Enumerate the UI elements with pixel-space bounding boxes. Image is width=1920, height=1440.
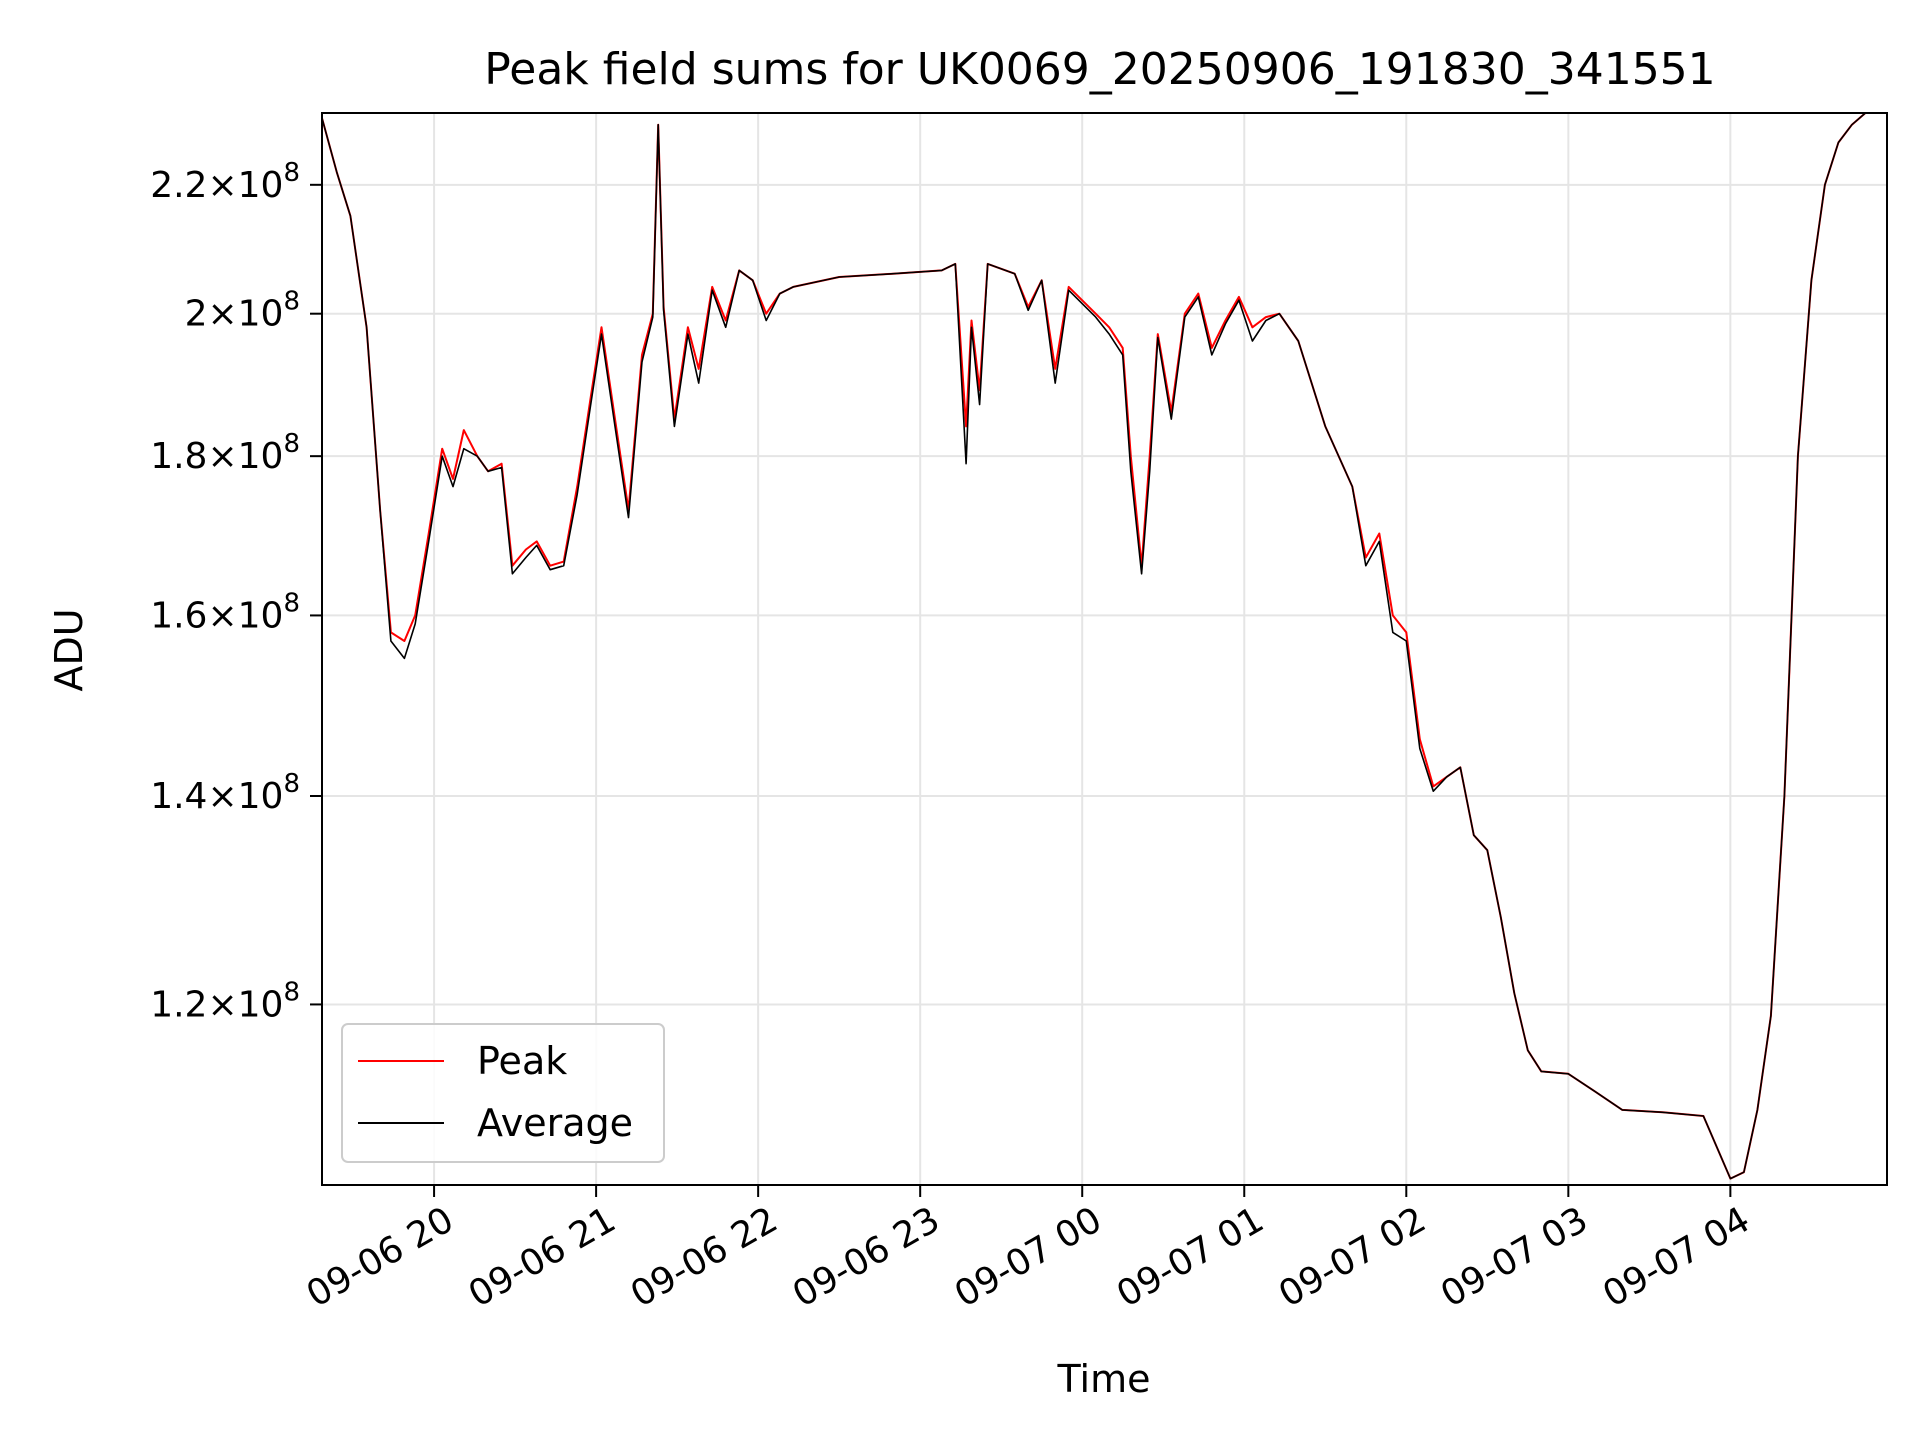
series-line-average — [322, 113, 1887, 1180]
y-tick-mantissa: 1.2 — [150, 984, 207, 1025]
series-layer — [322, 113, 1887, 1180]
plot-frame — [321, 112, 1888, 1186]
y-tick-times: ×10 — [207, 294, 283, 335]
y-tick-exponent: 8 — [283, 158, 300, 188]
y-tick-label: 2×108 — [185, 287, 300, 335]
y-tick-label: 1.2×108 — [150, 977, 300, 1025]
y-tick-times: ×10 — [207, 984, 283, 1025]
y-axis-label: ADU — [47, 608, 91, 691]
y-tick-mantissa: 2 — [185, 294, 208, 335]
x-axis-label: Time — [1057, 1357, 1151, 1401]
y-tick-mantissa: 2.2 — [150, 165, 207, 206]
y-tick-times: ×10 — [207, 436, 283, 477]
y-tick-mantissa: 1.6 — [150, 595, 207, 636]
y-tick-mantissa: 1.4 — [150, 776, 207, 817]
y-tick-times: ×10 — [207, 776, 283, 817]
y-tick-mantissa: 1.8 — [150, 436, 207, 477]
legend: Peak Average — [341, 1023, 665, 1163]
legend-label-peak: Peak — [477, 1039, 567, 1083]
legend-box — [341, 1023, 665, 1163]
y-tick-label: 1.8×108 — [150, 429, 300, 477]
y-tick-label: 1.4×108 — [150, 769, 300, 817]
y-tick-exponent: 8 — [283, 977, 300, 1007]
grid — [322, 113, 1887, 1185]
y-tick-times: ×10 — [207, 595, 283, 636]
y-tick-label: 1.6×108 — [150, 588, 300, 636]
y-tick-exponent: 8 — [283, 287, 300, 317]
y-tick-times: ×10 — [207, 165, 283, 206]
chart-title: Peak field sums for UK0069_20250906_1918… — [484, 44, 1715, 95]
y-tick-label: 2.2×108 — [150, 158, 300, 206]
y-tick-exponent: 8 — [283, 769, 300, 799]
y-tick-exponent: 8 — [283, 429, 300, 459]
legend-label-average: Average — [477, 1101, 633, 1145]
y-tick-exponent: 8 — [283, 588, 300, 618]
